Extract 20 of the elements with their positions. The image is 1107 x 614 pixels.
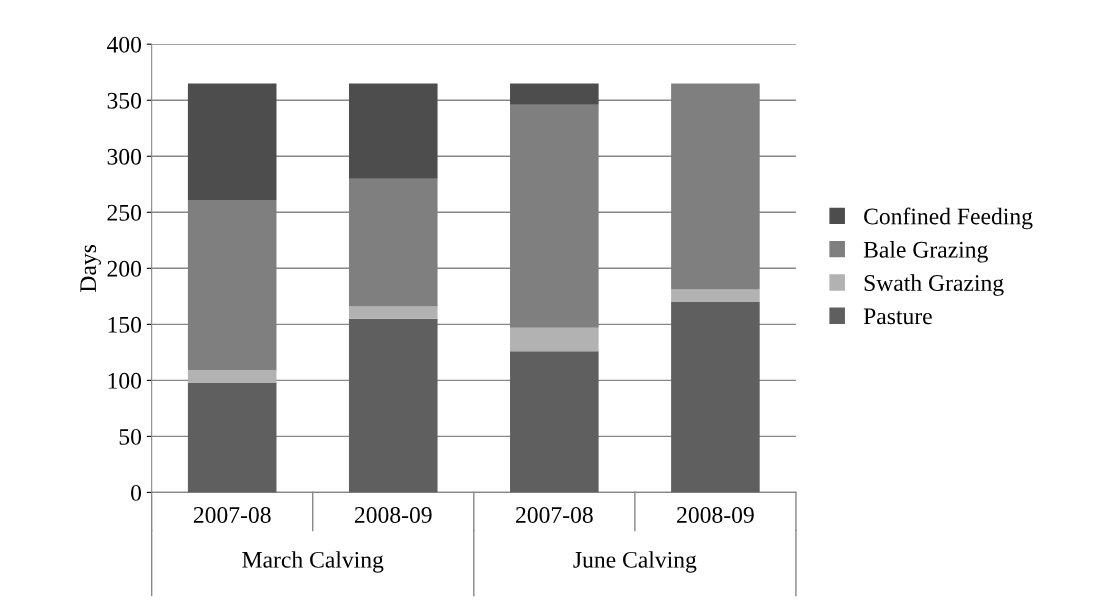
legend-label: Bale Grazing xyxy=(863,241,988,263)
legend-label: Pasture xyxy=(863,308,932,325)
y-tick-label: 0 xyxy=(131,484,142,501)
legend-label: Confined Feeding xyxy=(864,207,1033,230)
text: June Calving xyxy=(573,551,697,573)
y-tick-label: 350 xyxy=(107,92,142,109)
x-tick-label: 2007-08 xyxy=(516,507,593,523)
y-tick-label: 200 xyxy=(107,260,142,277)
x-tick-label: 2008-09 xyxy=(677,507,754,523)
y-axis-title: Days xyxy=(80,244,101,292)
y-tick-label: 300 xyxy=(107,148,142,165)
y-tick-label: 150 xyxy=(108,316,142,333)
y-tick-label: 250 xyxy=(107,204,142,221)
y-tick-label: 400 xyxy=(106,36,142,53)
y-tick-label: 50 xyxy=(119,428,142,445)
y-tick-label: 100 xyxy=(108,372,142,389)
x-tick-label: 2008-09 xyxy=(354,507,432,523)
text: March Calving xyxy=(242,551,384,573)
legend-label: Swath Grazing xyxy=(864,274,1004,296)
x-tick-label: 2007-08 xyxy=(193,507,271,523)
